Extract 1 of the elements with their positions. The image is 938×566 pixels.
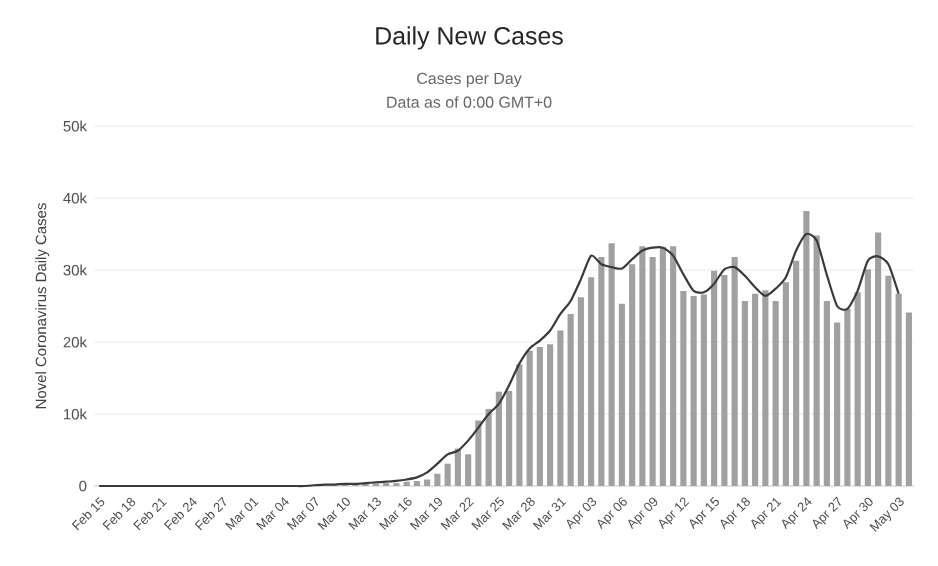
chart-title: Daily New Cases bbox=[376, 26, 563, 50]
